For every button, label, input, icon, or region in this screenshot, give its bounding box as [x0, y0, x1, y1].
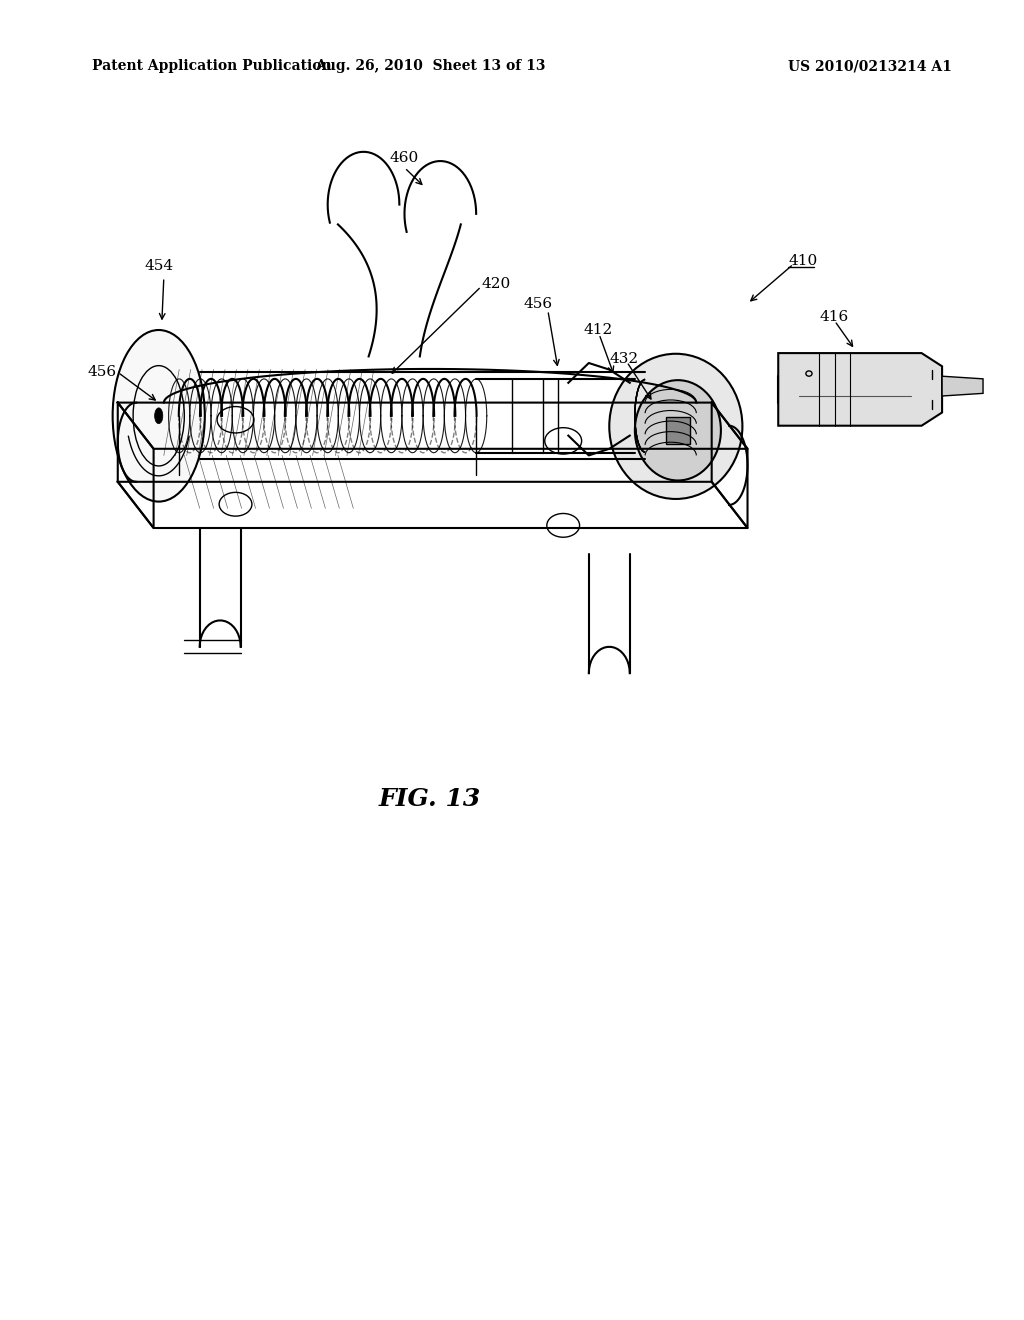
- Ellipse shape: [155, 408, 163, 424]
- Text: 410: 410: [788, 255, 818, 268]
- Text: 432: 432: [609, 352, 638, 366]
- Text: Patent Application Publication: Patent Application Publication: [92, 59, 332, 74]
- Polygon shape: [666, 417, 690, 444]
- Polygon shape: [942, 376, 983, 396]
- Ellipse shape: [113, 330, 205, 502]
- Text: 460: 460: [389, 150, 419, 165]
- Text: 454: 454: [144, 259, 173, 273]
- Text: 420: 420: [481, 277, 511, 290]
- Text: FIG. 13: FIG. 13: [379, 787, 481, 810]
- Text: 456: 456: [87, 366, 116, 379]
- Polygon shape: [778, 354, 942, 425]
- Text: US 2010/0213214 A1: US 2010/0213214 A1: [788, 59, 952, 74]
- Text: 412: 412: [584, 323, 613, 337]
- Text: 456: 456: [523, 297, 552, 310]
- Ellipse shape: [635, 380, 721, 480]
- Text: 416: 416: [819, 310, 849, 323]
- Ellipse shape: [609, 354, 742, 499]
- Text: Aug. 26, 2010  Sheet 13 of 13: Aug. 26, 2010 Sheet 13 of 13: [314, 59, 546, 74]
